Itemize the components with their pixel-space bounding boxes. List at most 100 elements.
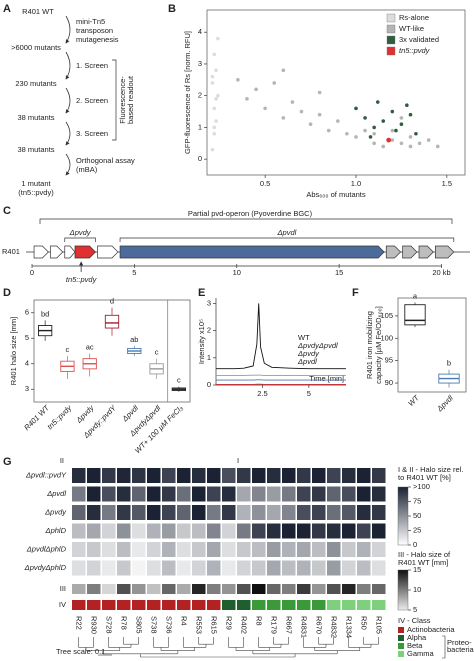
halo-cell (207, 584, 221, 594)
heat-cell (207, 542, 221, 557)
heat-cell (177, 505, 191, 520)
scatter-point (263, 106, 267, 111)
column-label: R930 (90, 616, 99, 634)
heat-cell (237, 486, 251, 502)
scatter-point (216, 93, 220, 98)
class-cell (357, 600, 371, 610)
scatter-point (372, 131, 376, 136)
y-tick-label: 2 (198, 91, 202, 100)
assay-label: Orthogonal assay (76, 156, 135, 165)
scatter-point (272, 81, 277, 85)
significance-letter: d (110, 297, 114, 306)
plot-frame (33, 299, 191, 403)
significance-letter: c (177, 376, 181, 385)
heat-cell (87, 468, 101, 483)
row-label: Δpvdl (46, 489, 66, 498)
operon-bracket (39, 218, 453, 224)
heat-cell (162, 505, 176, 520)
scatter-point (363, 128, 367, 133)
y-tick-label: 1 (198, 122, 202, 131)
deletion-label: Δpvdy (69, 228, 92, 237)
heat-cell (297, 486, 311, 502)
panel-label: A (3, 3, 11, 15)
legend-swatch (386, 13, 396, 23)
halo-cell (372, 584, 386, 594)
scale-tick-label: 5 (132, 268, 136, 277)
column-label: R553 (195, 616, 204, 634)
y-tick-label: 105 (380, 311, 393, 320)
gene-arrow (418, 245, 434, 259)
flow-mutagenesis: mini-Tn5 (76, 17, 105, 26)
readout-label: Fluorescence- (118, 76, 127, 124)
heat-cell (72, 505, 86, 520)
panel-label: B (168, 3, 176, 15)
halo-cell (102, 584, 116, 594)
heat-cell (207, 486, 221, 502)
heat-cell (132, 505, 146, 520)
class-cell (312, 600, 326, 610)
legend-label: Actinobacteria (407, 625, 455, 634)
column-label: S736 (165, 616, 174, 634)
column-label: R78 (120, 616, 129, 630)
y-axis-label: R401 iron mobilizing (365, 311, 374, 379)
class-cell (72, 600, 86, 610)
scale-tick-label: 10 (233, 268, 241, 277)
halo-cell (327, 584, 341, 594)
legend-label: Δpvdy (297, 349, 320, 358)
halo-cell (312, 584, 326, 594)
scatter-point (210, 147, 215, 152)
heat-cell (147, 560, 161, 576)
x-tick-label: tn5::pvdy (45, 403, 74, 432)
series-line (216, 303, 346, 370)
y-tick-label: 0 (198, 154, 202, 163)
heat-cell (357, 505, 371, 520)
heat-cell (372, 542, 386, 557)
heat-cell (207, 505, 221, 520)
class-cell (282, 600, 296, 610)
scatter-point (417, 141, 422, 146)
flow-arrow (65, 51, 71, 80)
y-tick-label: 4 (25, 359, 29, 368)
gene-arrow (33, 245, 49, 259)
halo-cell (222, 584, 236, 594)
heat-cell (312, 486, 326, 502)
row-label: ΔpvdyΔphlD (24, 563, 67, 572)
x-tick-label: 1.0 (351, 179, 361, 188)
scatter-point (212, 52, 217, 57)
scatter-point (368, 135, 373, 139)
legend-label: Δpvdl (297, 357, 317, 366)
y-tick-label: 6 (25, 308, 29, 317)
legend-title: R401 WT [mm] (398, 558, 448, 567)
significance-letter: c (66, 345, 70, 354)
heat-cell (117, 486, 131, 502)
flow-count: 38 mutants (17, 145, 54, 154)
section-label: I (237, 456, 239, 465)
column-label: R29 (225, 616, 234, 630)
legend-swatch (386, 24, 396, 34)
scatter-point (210, 81, 215, 85)
y-axis-label: R401 halo size [mm] (9, 317, 18, 385)
heat-cell (252, 468, 266, 483)
scatter-point (381, 144, 386, 149)
y-tick-label: 90 (385, 378, 393, 387)
scatter-point (254, 87, 258, 92)
class-cell (342, 600, 356, 610)
scatter-point (435, 144, 440, 149)
column-label: R179 (270, 616, 279, 634)
colorbar-label: 10 (413, 585, 421, 594)
heat-cell (192, 523, 206, 539)
heat-cell (252, 486, 266, 502)
legend-label: Rs-alone (399, 13, 429, 22)
heat-cell (237, 560, 251, 576)
scale-tick-label: 0 (30, 268, 34, 277)
legend-swatch (398, 643, 404, 649)
halo-cell (282, 584, 296, 594)
class-cell (147, 600, 161, 610)
heat-cell (192, 505, 206, 520)
colorbar (397, 486, 409, 546)
heat-cell (207, 560, 221, 576)
heat-cell (342, 486, 356, 502)
row-label: IV (59, 600, 66, 609)
class-cell (117, 600, 131, 610)
